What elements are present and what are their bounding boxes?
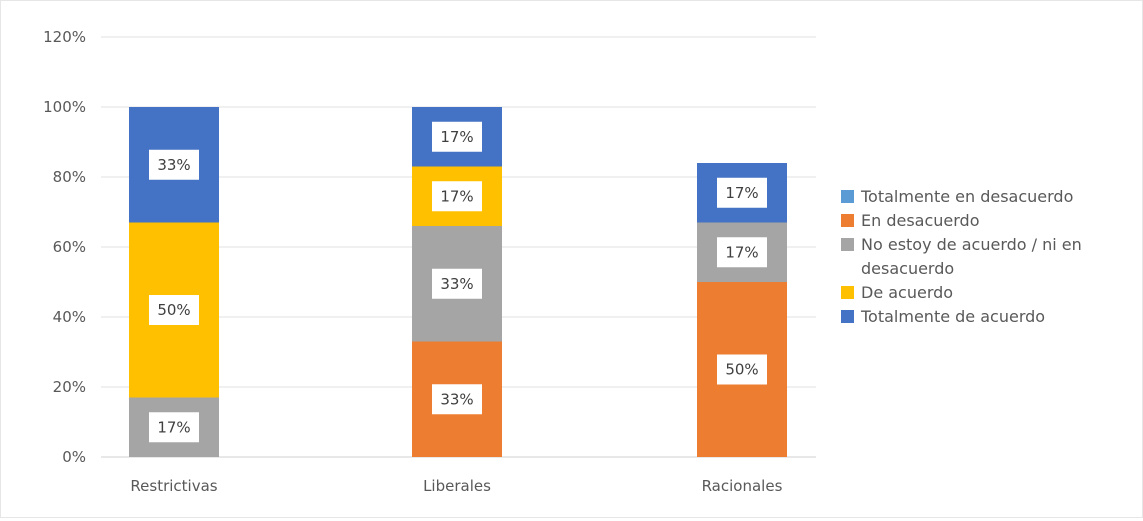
legend-label: En desacuerdo xyxy=(861,211,980,230)
y-tick-label: 120% xyxy=(43,28,86,46)
legend-item-en-desacuerdo: En desacuerdo xyxy=(841,211,980,230)
x-category-label: Racionales xyxy=(702,477,783,495)
data-label-box xyxy=(432,268,482,299)
legend-swatch xyxy=(841,214,854,227)
legend-swatch xyxy=(841,190,854,203)
data-label-box xyxy=(432,121,482,152)
x-axis: Restrictivas Liberales Racionales xyxy=(130,477,782,495)
y-tick-label: 0% xyxy=(62,448,86,466)
data-label: 33% xyxy=(440,390,473,408)
data-label: 17% xyxy=(157,418,190,436)
data-label: 17% xyxy=(725,184,758,202)
data-label: 17% xyxy=(440,187,473,205)
x-category-label: Liberales xyxy=(423,477,491,495)
data-label-box xyxy=(432,181,482,212)
y-tick-label: 60% xyxy=(53,238,86,256)
legend-item-no-estoy-de-acuerdo-ni-en-desacuerdo: No estoy de acuerdo / ni en desacuerdo xyxy=(841,235,1082,278)
legend-swatch xyxy=(841,310,854,323)
legend-label: Totalmente de acuerdo xyxy=(860,307,1045,326)
x-category-label: Restrictivas xyxy=(130,477,217,495)
legend-swatch xyxy=(841,286,854,299)
legend-item-totalmente-de-acuerdo: Totalmente de acuerdo xyxy=(841,307,1045,326)
y-tick-label: 100% xyxy=(43,98,86,116)
data-label: 33% xyxy=(157,156,190,174)
legend-label: No estoy de acuerdo / ni en xyxy=(861,235,1082,254)
legend-label: Totalmente en desacuerdo xyxy=(860,187,1073,206)
data-label-box xyxy=(717,354,767,385)
y-tick-label: 80% xyxy=(53,168,86,186)
data-label-box xyxy=(149,295,199,325)
data-label-box xyxy=(149,412,199,443)
data-label: 17% xyxy=(440,128,473,146)
data-label: 50% xyxy=(157,301,190,319)
data-label-box xyxy=(149,149,199,180)
legend-item-de-acuerdo: De acuerdo xyxy=(841,283,953,302)
legend-label: desacuerdo xyxy=(861,259,954,278)
legend-item-totalmente-en-desacuerdo: Totalmente en desacuerdo xyxy=(841,187,1073,206)
data-label-box xyxy=(717,177,767,208)
data-label: 50% xyxy=(725,361,758,379)
y-tick-label: 40% xyxy=(53,308,86,326)
data-label-box xyxy=(717,237,767,268)
data-label: 17% xyxy=(725,243,758,261)
y-tick-label: 20% xyxy=(53,378,86,396)
legend: Totalmente en desacuerdo En desacuerdo No … xyxy=(841,187,1082,326)
legend-label: De acuerdo xyxy=(861,283,953,302)
bars: 17% 50% 33% 33% 33% 17% 17% 50% 17% 17% xyxy=(129,107,787,457)
data-label-box xyxy=(432,384,482,415)
y-axis: 0% 20% 40% 60% 80% 100% 120% xyxy=(43,28,86,466)
data-label: 33% xyxy=(440,275,473,293)
legend-swatch xyxy=(841,238,854,251)
